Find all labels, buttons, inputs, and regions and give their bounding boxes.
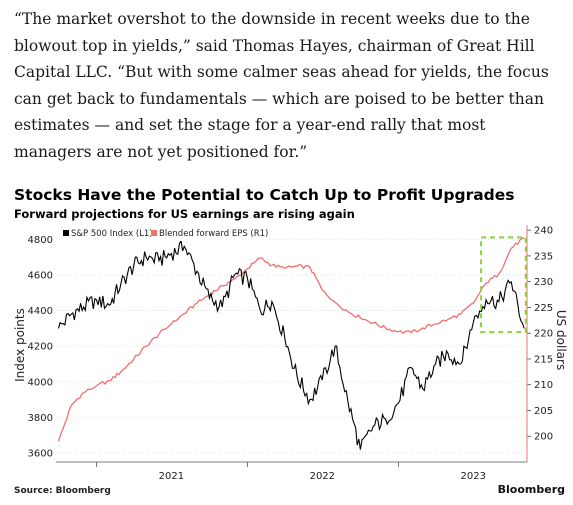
- left-tick-label: 4000: [28, 377, 53, 388]
- sp500-series: [57, 238, 525, 450]
- right-axis-label: US dollars: [554, 310, 568, 370]
- right-tick-label: 215: [534, 354, 553, 365]
- left-tick-label: 3800: [28, 413, 53, 424]
- left-axis-label: Index points: [13, 308, 27, 382]
- right-tick-label: 220: [534, 329, 553, 340]
- right-tick-label: 200: [534, 432, 553, 443]
- right-tick-label: 225: [534, 303, 553, 314]
- sp500-line: [57, 238, 525, 450]
- right-tick-label: 235: [534, 251, 553, 262]
- legend: S&P 500 Index (L1) Blended forward EPS (…: [60, 227, 268, 241]
- highlight-box: [480, 236, 527, 334]
- right-tick-label: 205: [534, 406, 553, 417]
- left-tick-label: 4400: [28, 306, 53, 317]
- left-axis: 3600 3800 4000 4200 4400 4600 4800: [28, 235, 53, 460]
- chart-subtitle: Forward projections for US earnings are …: [14, 207, 355, 221]
- chart-grid: [56, 238, 527, 454]
- right-axis: 200 205 210 215 220 225 230 235 240: [56, 225, 553, 463]
- x-axis: 2021 2022 2023: [96, 462, 486, 482]
- legend-label-sp500: S&P 500 Index (L1): [71, 229, 153, 239]
- right-tick-label: 230: [534, 277, 553, 288]
- source-note: Source: Bloomberg: [14, 486, 111, 496]
- eps-line: [57, 237, 525, 442]
- right-tick-label: 240: [534, 226, 553, 237]
- article-quote: “The market overshot to the downside in …: [14, 10, 549, 161]
- bloomberg-logo: Bloomberg: [497, 483, 565, 496]
- legend-swatch-sp500: [63, 230, 69, 236]
- x-tick-label: 2021: [159, 471, 184, 482]
- x-tick-label: 2023: [461, 471, 486, 482]
- chart-title: Stocks Have the Potential to Catch Up to…: [14, 186, 515, 204]
- eps-series: [57, 237, 525, 442]
- legend-swatch-eps: [151, 230, 157, 236]
- x-tick-label: 2022: [310, 471, 335, 482]
- left-tick-label: 3600: [28, 449, 53, 460]
- legend-background: [60, 227, 268, 241]
- right-tick-label: 210: [534, 380, 553, 391]
- left-tick-label: 4200: [28, 342, 53, 353]
- left-tick-label: 4800: [28, 235, 53, 246]
- legend-label-eps: Blended forward EPS (R1): [159, 229, 268, 239]
- left-tick-label: 4600: [28, 270, 53, 281]
